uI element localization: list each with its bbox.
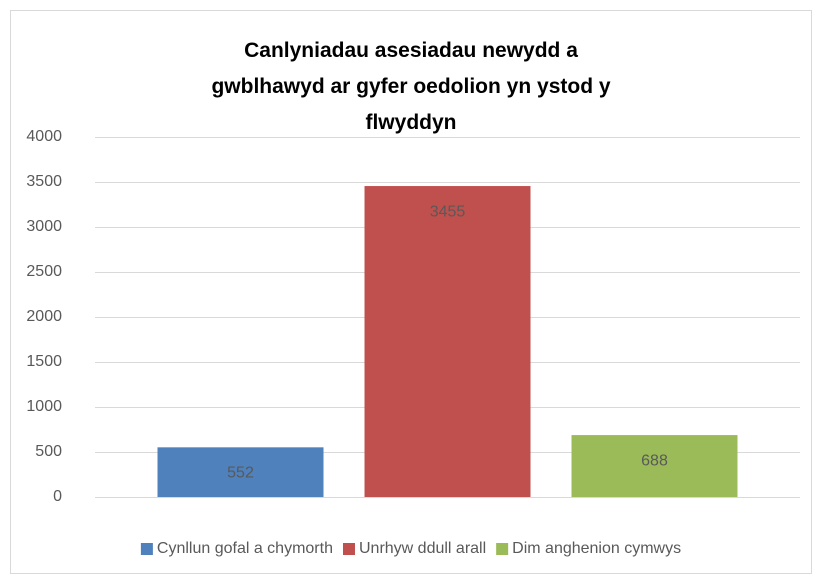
legend-label: Dim anghenion cymwys [512,540,681,557]
y-tick-label: 2500 [26,263,62,280]
legend-swatch [342,543,355,555]
bar [571,435,738,497]
data-label: 552 [227,465,254,482]
bar [157,447,324,497]
legend-swatch [140,543,153,555]
y-tick-label: 3000 [26,218,62,235]
y-tick-label: 1500 [26,353,62,370]
y-tick-label: 3500 [26,173,62,190]
chart-title: Canlyniadau asesiadau newydd a gwblhawyd… [211,39,611,134]
y-tick-label: 1000 [26,398,62,415]
data-label: 3455 [430,203,466,220]
y-tick-label: 0 [53,488,62,505]
bar [364,186,531,498]
legend-label: Cynllun gofal a chymorth [157,540,333,557]
y-tick-label: 500 [35,443,62,460]
legend-label: Unrhyw ddull arall [359,540,486,557]
y-tick-label: 2000 [26,308,62,325]
legend-swatch [496,543,509,555]
data-label: 688 [641,452,668,469]
y-tick-label: 4000 [26,128,62,145]
